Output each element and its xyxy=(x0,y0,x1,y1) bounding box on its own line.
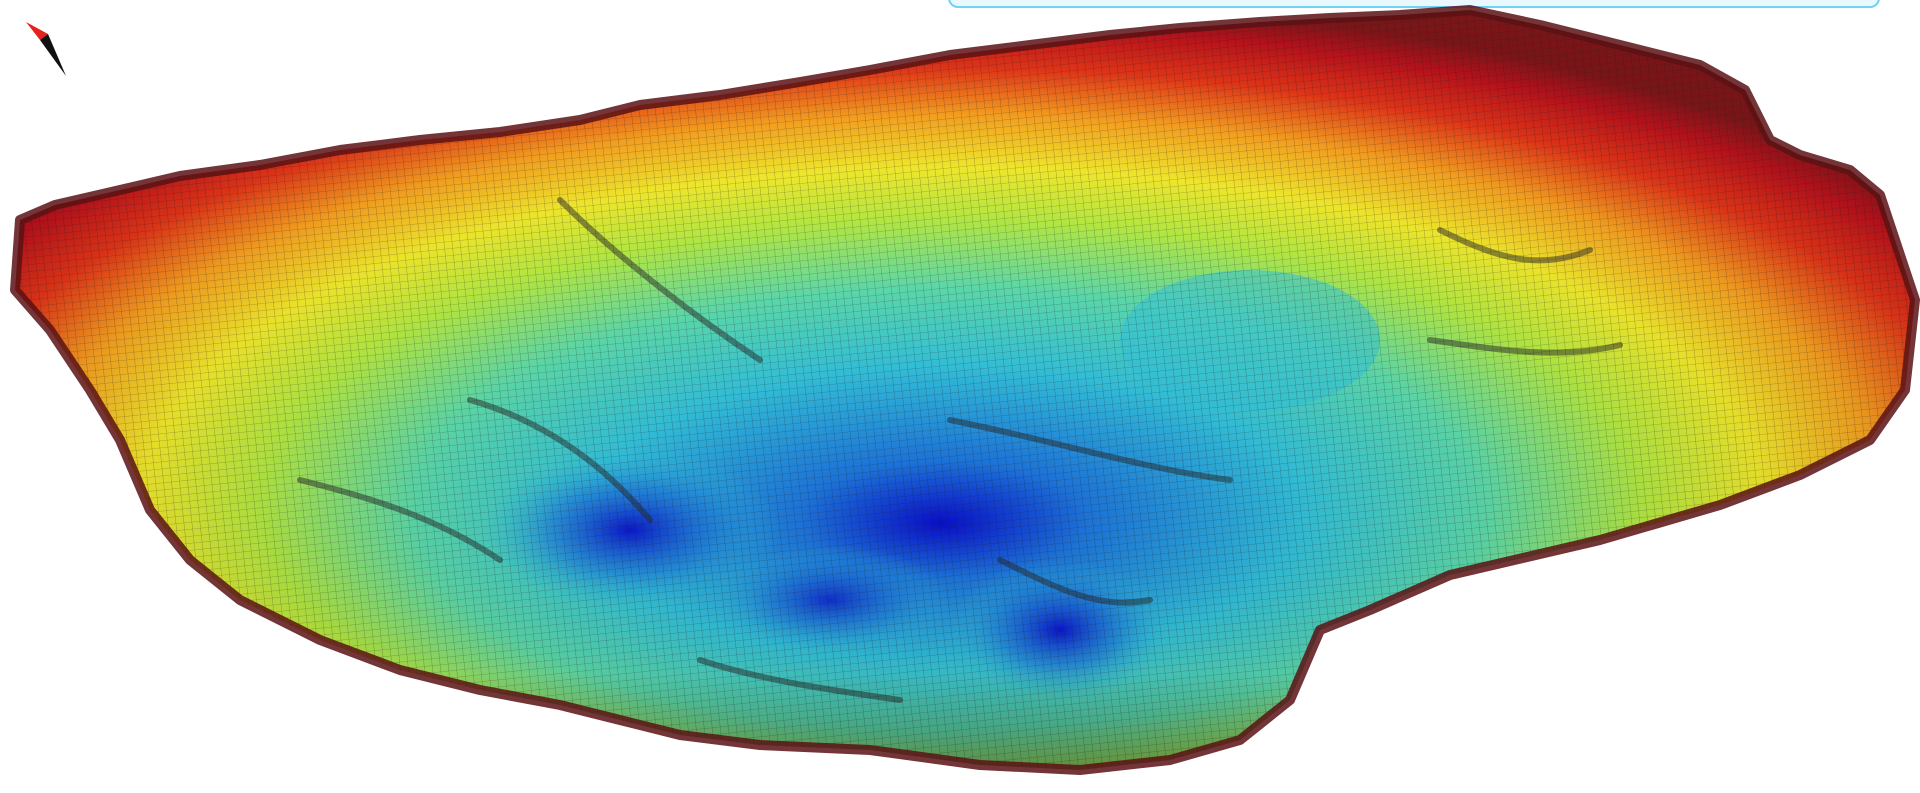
north-arrow-icon xyxy=(26,22,66,76)
surface-edge xyxy=(10,5,1920,775)
